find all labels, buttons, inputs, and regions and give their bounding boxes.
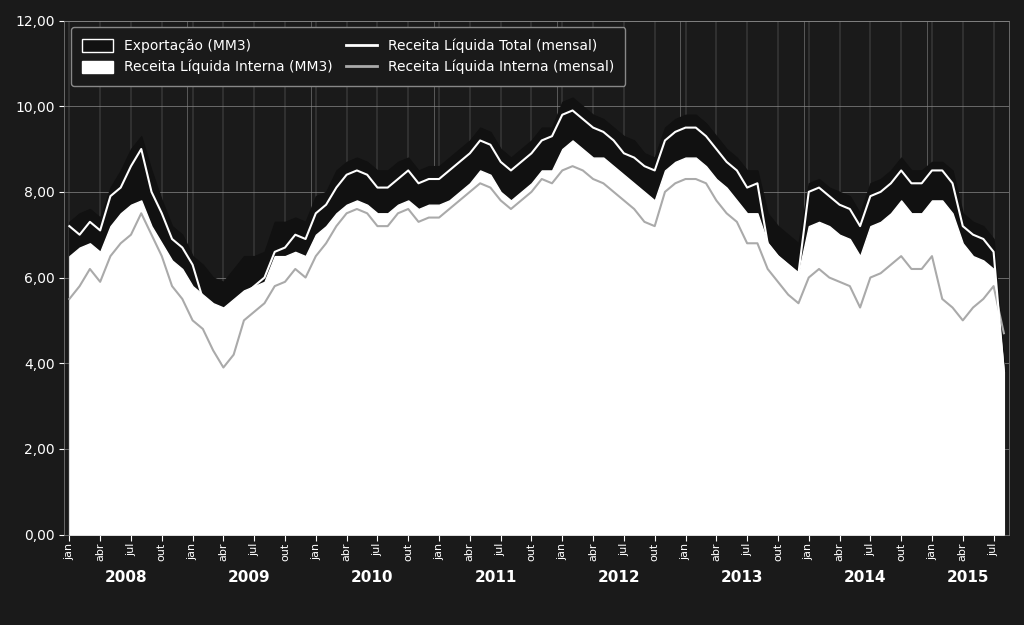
Legend: Exportação (MM3), Receita Líquida Interna (MM3), Receita Líquida Total (mensal),: Exportação (MM3), Receita Líquida Intern…	[71, 28, 626, 86]
